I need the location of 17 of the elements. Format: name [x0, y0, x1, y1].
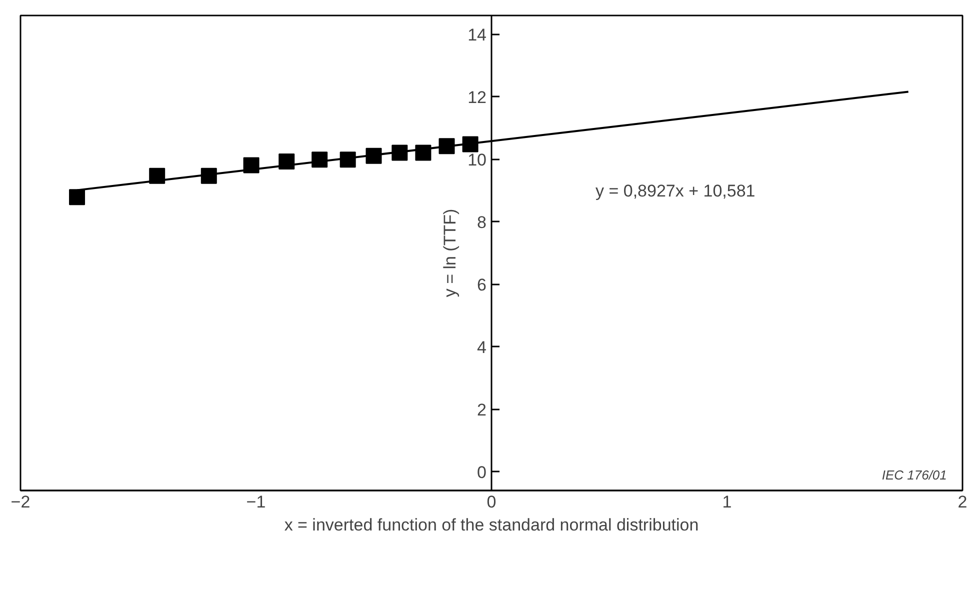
point	[69, 189, 86, 206]
y-tick-label: 14	[468, 25, 487, 44]
annotation: IEC 176/01	[882, 468, 947, 482]
y-tick-label: 12	[468, 88, 487, 107]
x-axis-title: x = inverted function of the standard normal distribution	[284, 516, 699, 534]
y-tick-label: 2	[477, 400, 487, 420]
y-tick-label: 8	[477, 212, 487, 232]
y-tick-label: 10	[468, 150, 487, 170]
x-tick-label: 2	[958, 492, 968, 512]
y-axis-title: y = ln (TTF)	[440, 208, 460, 298]
x-tick-label: −1	[246, 492, 266, 512]
y-tick-label: 6	[477, 275, 487, 294]
annotation: y = 0,8927x + 10,581	[596, 182, 756, 200]
x-tick-label: 1	[722, 492, 732, 512]
y-tick-label: 0	[477, 462, 487, 482]
y-tick-label: 4	[477, 338, 487, 357]
x-tick-label: −2	[10, 492, 30, 512]
